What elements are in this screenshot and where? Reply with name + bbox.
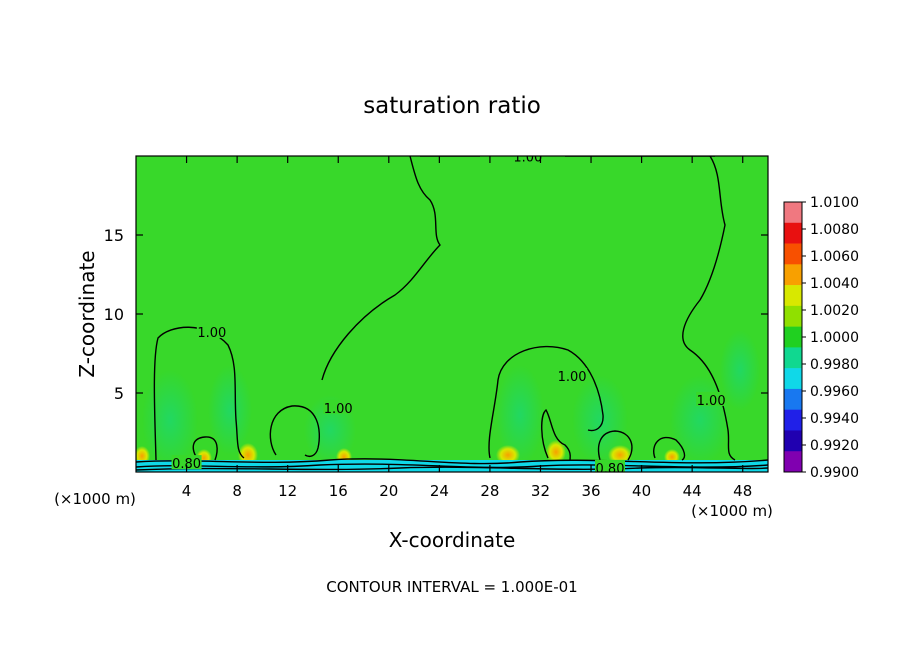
- contour-label-bg: [196, 323, 227, 338]
- colorbar-label: 1.0020: [810, 303, 859, 319]
- colorbar-swatch: [784, 243, 802, 265]
- contour-line: [597, 430, 633, 461]
- y-axis-label: Z-coordinate: [75, 250, 99, 377]
- x-axis-label: X-coordinate: [389, 528, 516, 552]
- x-tick-label: 40: [632, 482, 651, 500]
- colorbar-swatch: [784, 326, 802, 348]
- colorbar-swatch: [784, 202, 802, 224]
- contour-interval-note: CONTOUR INTERVAL = 1.000E-01: [326, 578, 577, 596]
- chart-title: saturation ratio: [363, 93, 541, 119]
- cool-patch: [208, 365, 252, 455]
- contour-label: 1.00: [558, 370, 587, 385]
- x-axis: 4 8 12 16 20 24 28 32 36 40 44 48: [182, 156, 752, 500]
- y-tick-label: 5: [114, 384, 124, 403]
- cool-patch: [142, 370, 198, 470]
- contour-line: [269, 405, 321, 457]
- cool-patch: [720, 330, 760, 410]
- contour-label: 1.00: [513, 151, 542, 166]
- contour-line: [488, 345, 604, 459]
- field-texture: [142, 330, 760, 470]
- x-unit-label-right: (×1000 m): [691, 502, 773, 520]
- colorbar-swatch: [784, 409, 802, 431]
- x-tick-label: 8: [232, 482, 242, 500]
- contour-line: [541, 408, 571, 461]
- colorbar-label: 1.0100: [810, 195, 859, 211]
- contour-label-bg: [696, 391, 727, 406]
- x-tick-label: 32: [531, 482, 550, 500]
- colorbar-label: 0.9960: [810, 384, 859, 400]
- x-tick-label: 48: [733, 482, 752, 500]
- contour-label-bg: [512, 156, 543, 163]
- colorbar-swatch: [784, 264, 802, 286]
- contour-label-bg: [557, 368, 588, 383]
- contour-label: 0.80: [596, 462, 625, 477]
- colorbar-label: 1.0040: [810, 276, 859, 292]
- x-tick-label: 24: [430, 482, 449, 500]
- colorbar-label: 1.0060: [810, 249, 859, 265]
- contour-labels: 1.00 1.00 1.00 1.00 1.00 0.80 0.80: [171, 151, 727, 477]
- colorbar-swatch: [784, 451, 802, 473]
- colorbar-swatch: [784, 222, 802, 244]
- contour-line: [136, 466, 768, 471]
- contour-line: [653, 436, 686, 461]
- x-tick-label: 28: [480, 482, 499, 500]
- colorbar: 1.0100 1.0080 1.0060 1.0040 1.0020 1.0000 0.99…: [783, 195, 859, 481]
- cool-patch: [670, 375, 730, 465]
- x-tick-label: 20: [379, 482, 398, 500]
- y-tick-label: 10: [104, 305, 124, 324]
- y-axis: 5 10 15: [104, 226, 768, 403]
- contour-label-bg: [595, 459, 625, 472]
- contour-line: [136, 463, 768, 469]
- warm-spot: [546, 440, 566, 464]
- x-tick-label: 44: [683, 482, 702, 500]
- cool-patch: [572, 375, 628, 465]
- colorbar-swatch: [784, 430, 802, 452]
- colorbar-label: 0.9920: [810, 438, 859, 454]
- cool-patch: [496, 365, 544, 465]
- contour-line: [321, 156, 441, 381]
- plot-area: 1.00 1.00 1.00 1.00 1.00 0.80 0.80: [136, 151, 768, 477]
- contour-lines: [136, 156, 768, 471]
- x-tick-label: 12: [278, 482, 297, 500]
- x-tick-label: 36: [581, 482, 600, 500]
- colorbar-label: 1.0080: [810, 222, 859, 238]
- x-tick-label: 16: [329, 482, 348, 500]
- contour-label: 1.00: [324, 402, 353, 417]
- contour-label: 0.80: [172, 457, 201, 472]
- contour-label: 1.00: [197, 326, 226, 341]
- contour-line: [192, 436, 218, 461]
- colorbar-label: 0.9900: [810, 465, 859, 481]
- colorbar-swatch: [784, 388, 802, 410]
- contour-label-bg: [323, 399, 354, 414]
- colorbar-label: 1.0000: [810, 330, 859, 346]
- colorbar-swatch: [784, 347, 802, 369]
- contour-line: [682, 156, 736, 461]
- contour-line: [136, 458, 768, 465]
- colorbar-label: 0.9940: [810, 411, 859, 427]
- contour-label-bg: [171, 455, 202, 470]
- x-unit-label-left: (×1000 m): [54, 490, 136, 508]
- colorbar-swatch: [784, 285, 802, 307]
- colorbar-label: 0.9980: [810, 357, 859, 373]
- colorbar-swatch: [784, 368, 802, 390]
- y-tick-label: 15: [104, 226, 124, 245]
- colorbar-swatch: [784, 305, 802, 327]
- x-tick-label: 4: [182, 482, 192, 500]
- contour-label: 1.00: [697, 394, 726, 409]
